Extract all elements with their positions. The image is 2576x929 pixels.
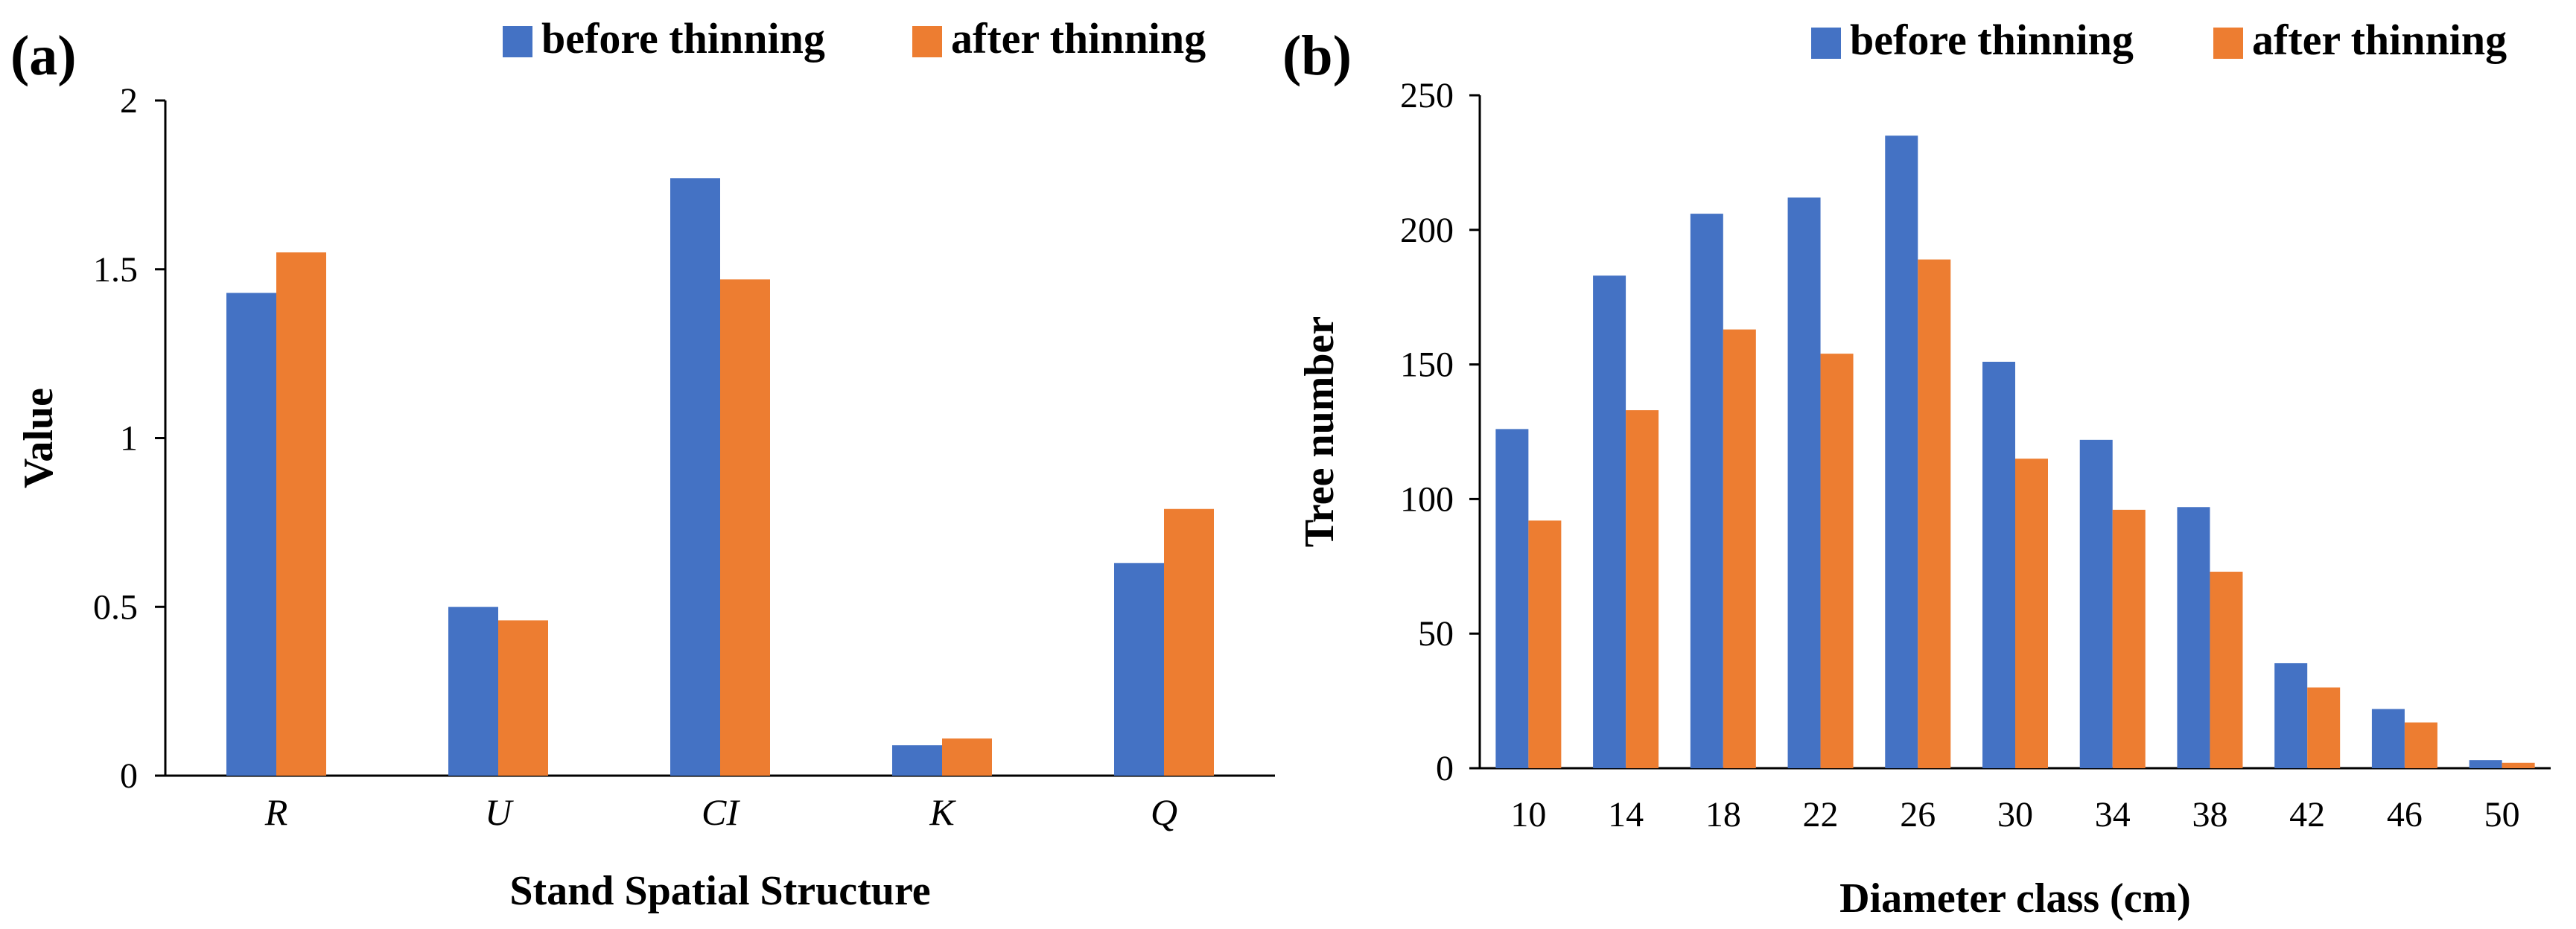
panel-b-x-tick-label: 14 xyxy=(1608,795,1644,834)
panel-b-label: (b) xyxy=(1282,25,1352,87)
panel-b-bar-after-14 xyxy=(1626,410,1659,768)
panel-b-x-tick-label: 30 xyxy=(1997,795,2033,834)
panel-b-bar-after-46 xyxy=(2404,722,2437,768)
panel-a-x-tick-label: R xyxy=(264,791,288,833)
panel-b-x-tick-label: 46 xyxy=(2387,795,2423,834)
panel-a-bar-before-ci xyxy=(670,178,720,776)
panel-b-bar-before-22 xyxy=(1787,197,1821,769)
panel-b-x-tick-label: 50 xyxy=(2484,795,2520,834)
panel-b-bar-after-38 xyxy=(2210,572,2243,768)
panel-b-bar-after-18 xyxy=(1723,329,1756,768)
panel-a-bar-before-q xyxy=(1114,563,1164,776)
panel-b-bar-before-18 xyxy=(1690,214,1723,768)
panel-a-bar-after-ci xyxy=(720,279,770,776)
panel-b-bar-after-42 xyxy=(2307,687,2341,768)
panel-a-x-tick-label: CI xyxy=(702,791,740,833)
panel-a-legend-swatch-after xyxy=(912,26,942,57)
panel-b-bar-before-38 xyxy=(2177,507,2210,768)
panel-b-bar-before-42 xyxy=(2274,663,2308,768)
panel-a-y-tick-label: 1.5 xyxy=(93,250,138,290)
panel-b-y-tick-label: 50 xyxy=(1418,614,1454,654)
panel-b-x-tick-label: 34 xyxy=(2095,795,2131,834)
panel-b-legend-swatch-before xyxy=(1811,28,1841,59)
panel-b-x-tick-label: 42 xyxy=(2289,795,2325,834)
panel-b-bar-before-34 xyxy=(2079,439,2113,768)
panel-b-x-tick-label: 18 xyxy=(1705,795,1741,834)
panel-a-y-tick-label: 0 xyxy=(120,756,138,796)
panel-a-legend-label-after: after thinning xyxy=(951,14,1206,63)
panel-b-bar-after-34 xyxy=(2112,509,2146,768)
panel-a-y-tick-label: 2 xyxy=(120,81,138,121)
panel-a-y-axis-title: Value xyxy=(16,388,62,488)
panel-b-bar-after-50 xyxy=(2502,762,2535,768)
panel-b-y-tick-label: 200 xyxy=(1400,211,1454,250)
panel-b-bar-before-46 xyxy=(2371,709,2405,768)
panel-a-bar-after-u xyxy=(498,620,548,776)
panel-a-x-tick-label: K xyxy=(929,791,956,833)
panel-b-bar-before-50 xyxy=(2469,760,2502,768)
panel-b-x-tick-label: 38 xyxy=(2192,795,2227,834)
panel-b-bar-after-26 xyxy=(1918,259,1951,768)
panel-b-x-tick-label: 26 xyxy=(1900,795,1936,834)
panel-b-legend-label-before: before thinning xyxy=(1850,16,2134,64)
panel-b-bar-before-30 xyxy=(1982,361,2015,768)
panel-b-x-tick-label: 10 xyxy=(1510,795,1546,834)
panel-a-bar-before-r xyxy=(226,293,276,776)
panel-a-bar-after-q xyxy=(1164,508,1214,776)
panel-a-x-tick-label: U xyxy=(485,791,514,833)
panel-b-bar-before-10 xyxy=(1495,429,1529,768)
panel-b-y-tick-label: 150 xyxy=(1400,345,1454,385)
panel-b-x-tick-label: 22 xyxy=(1803,795,1839,834)
panel-a-bar-before-u xyxy=(448,607,498,776)
panel-b-y-tick-label: 0 xyxy=(1436,749,1454,788)
panel-a-label: (a) xyxy=(10,25,77,87)
panel-b-x-axis-title: Diameter class (cm) xyxy=(1839,875,2191,922)
panel-a-x-axis-title: Stand Spatial Structure xyxy=(509,868,930,914)
panel-a-bar-after-k xyxy=(942,738,992,776)
panel-b-legend-label-after: after thinning xyxy=(2252,16,2507,64)
panel-b-y-axis-title: Tree number xyxy=(1297,316,1343,548)
panel-a-legend-label-before: before thinning xyxy=(541,14,825,63)
panel-a-y-tick-label: 0.5 xyxy=(93,587,138,627)
panel-b-y-tick-label: 250 xyxy=(1400,76,1454,115)
panel-b-y-tick-label: 100 xyxy=(1400,479,1454,519)
panel-b-bar-before-14 xyxy=(1593,275,1626,769)
panel-a-legend-swatch-before xyxy=(503,26,532,57)
panel-b-legend-swatch-after xyxy=(2213,28,2243,59)
panel-a-bar-after-r xyxy=(276,252,326,776)
panel-a-x-tick-label: Q xyxy=(1151,791,1177,833)
panel-b-bar-before-26 xyxy=(1885,135,1918,769)
panel-a-bar-before-k xyxy=(892,745,942,776)
panel-b-bar-after-30 xyxy=(2015,459,2048,768)
panel-a-y-tick-label: 1 xyxy=(120,419,138,459)
panel-b-bar-after-22 xyxy=(1820,354,1854,768)
panel-b-bar-after-10 xyxy=(1528,520,1562,768)
